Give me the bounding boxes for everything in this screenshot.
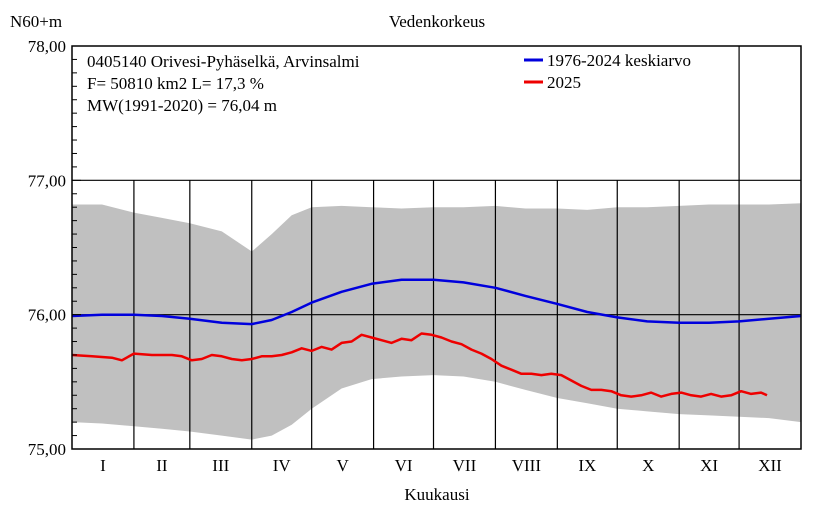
month-label: III xyxy=(212,456,229,475)
station-name: 0405140 Orivesi-Pyhäselkä, Arvinsalmi xyxy=(87,52,360,71)
y-tick-label: 78,00 xyxy=(28,37,66,56)
month-label: XI xyxy=(700,456,718,475)
range-band-layer xyxy=(72,203,801,440)
month-label: X xyxy=(642,456,654,475)
series-layer xyxy=(71,278,802,398)
series-line-average xyxy=(71,278,802,326)
mean-water-level: MW(1991-2020) = 76,04 m xyxy=(87,96,277,115)
y-axis-unit-label: N60+m xyxy=(10,12,62,31)
y-tick-label: 77,00 xyxy=(28,171,66,190)
legend-label-average: 1976-2024 keskiarvo xyxy=(547,51,691,70)
month-label: I xyxy=(100,456,106,475)
legend-label-2025: 2025 xyxy=(547,73,581,92)
month-label: II xyxy=(156,456,168,475)
y-tick-label: 75,00 xyxy=(28,440,66,459)
month-label: XII xyxy=(758,456,782,475)
grid-layer xyxy=(72,46,801,449)
chart-title: Vedenkorkeus xyxy=(389,12,485,31)
catchment-info: F= 50810 km2 L= 17,3 % xyxy=(87,74,264,93)
month-label: VII xyxy=(453,456,477,475)
y-tick-label: 76,00 xyxy=(28,306,66,325)
month-label: IV xyxy=(273,456,292,475)
range-band xyxy=(72,203,801,440)
month-label: IX xyxy=(578,456,596,475)
info-box: 0405140 Orivesi-Pyhäselkä, Arvinsalmi F=… xyxy=(87,52,360,115)
series-line-2025 xyxy=(71,332,768,398)
legend: 1976-2024 keskiarvo 2025 xyxy=(524,51,691,92)
month-label: VI xyxy=(395,456,413,475)
month-label: VIII xyxy=(512,456,542,475)
x-axis-label: Kuukausi xyxy=(404,485,469,504)
month-label: V xyxy=(336,456,349,475)
